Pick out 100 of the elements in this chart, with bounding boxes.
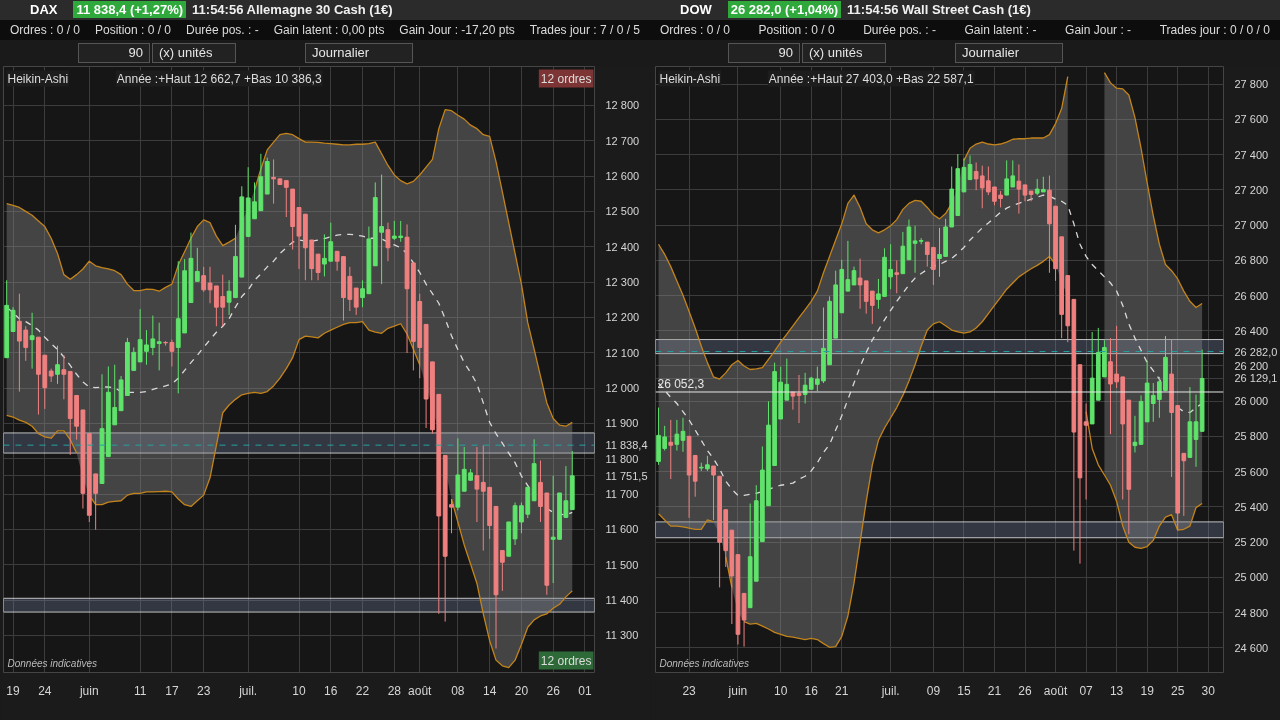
x-tick-label: 21 xyxy=(835,683,849,698)
x-tick-label: juin xyxy=(78,683,99,698)
x-tick-label: juil. xyxy=(238,683,258,698)
y-tick-label: 12 600 xyxy=(605,170,640,183)
text: Gain Jour : -17,20 pts xyxy=(399,22,515,39)
text: Gain latent : - xyxy=(964,22,1037,39)
y-tick-label: 25 600 xyxy=(1234,465,1269,478)
x-tick-label: 08 xyxy=(451,683,465,698)
y-tick-label: 26 600 xyxy=(1234,289,1269,302)
text: Position : 0 / 0 xyxy=(758,22,835,39)
chart-subtitle: 11 838,4 (+1,27%) xyxy=(73,1,187,18)
candlestick xyxy=(271,158,276,205)
candlestick xyxy=(851,266,857,286)
candlestick xyxy=(894,259,900,294)
candlestick xyxy=(1132,415,1138,453)
candlestick xyxy=(967,154,973,181)
candlestick xyxy=(353,287,359,316)
y-tick-label: 11 900 xyxy=(605,417,639,430)
candlestick xyxy=(796,374,802,424)
annotation: 12 ordres xyxy=(540,653,592,668)
x-tick-label: 19 xyxy=(6,683,21,698)
chart-title: DOW xyxy=(680,2,712,17)
text: Durée pos. : - xyxy=(185,22,259,39)
text: Position : 0 / 0 xyxy=(94,22,172,39)
text: Journalier xyxy=(305,43,413,63)
y-tick-label: 25 200 xyxy=(1234,536,1269,549)
candlestick xyxy=(385,222,391,262)
x-tick-label: 11 xyxy=(133,683,147,698)
candlestick xyxy=(1016,163,1022,215)
y-tick-label: 26 800 xyxy=(1234,254,1269,267)
candlestick xyxy=(61,354,67,400)
ref-line-label: 11 838,4 xyxy=(605,439,648,452)
candlestick xyxy=(1083,403,1089,501)
y-tick-label: 12 800 xyxy=(605,99,640,112)
candlestick xyxy=(674,419,680,452)
x-tick-label: 13 xyxy=(1109,683,1124,698)
annotation: Données indicatives xyxy=(659,657,749,669)
y-tick-label: 24 600 xyxy=(1234,641,1269,654)
x-tick-label: 17 xyxy=(165,683,179,698)
x-tick-label: 22 xyxy=(355,683,370,698)
candlestick xyxy=(315,253,321,281)
annotation: Heikin-Ashi xyxy=(659,71,721,86)
candlestick xyxy=(29,312,35,370)
text: Gain latent : 0,00 pts xyxy=(273,22,385,39)
y-tick-label: 26 000 xyxy=(1234,395,1269,408)
y-tick-label: 11 700 xyxy=(605,488,639,501)
y-tick-label: 12 400 xyxy=(605,240,640,253)
y-tick-label: 12 500 xyxy=(605,205,640,218)
y-tick-label: 12 700 xyxy=(605,134,640,147)
x-tick-label: 30 xyxy=(1201,683,1216,698)
x-tick-label: 26 xyxy=(1018,683,1033,698)
y-tick-label: 11 400 xyxy=(605,594,639,607)
x-tick-label: 07 xyxy=(1079,683,1094,698)
text: Trades jour : 7 / 0 / 5 xyxy=(529,22,640,39)
y-tick-label: 26 129,1 xyxy=(1234,372,1278,385)
y-tick-label: 25 400 xyxy=(1234,500,1269,513)
candlestick xyxy=(668,419,674,480)
x-tick-label: juin xyxy=(727,683,748,698)
candlestick xyxy=(156,322,162,371)
text: Journalier xyxy=(955,43,1063,63)
x-tick-label: 16 xyxy=(804,683,819,698)
chart-subtitle: 26 282,0 (+1,04%) xyxy=(727,1,842,18)
text: Trades jour : 0 / 0 / 0 xyxy=(1159,22,1270,39)
x-tick-label: 28 xyxy=(387,683,402,698)
text: Ordres : 0 / 0 xyxy=(10,22,81,39)
y-tick-label: 12 200 xyxy=(605,311,640,324)
x-tick-label: 24 xyxy=(38,683,52,698)
candlestick xyxy=(711,465,716,521)
y-tick-label: 11 600 xyxy=(605,523,639,536)
y-tick-label: 27 000 xyxy=(1234,219,1269,232)
x-tick-label: 23 xyxy=(682,683,697,698)
ref-line-label: 26 052,3 xyxy=(657,377,705,391)
y-tick-label: 27 600 xyxy=(1234,113,1269,126)
y-tick-label: 26 400 xyxy=(1234,324,1269,337)
x-tick-label: 01 xyxy=(578,683,592,698)
text: (x) unités xyxy=(152,43,236,63)
annotation: Année :+Haut 12 662,7 +Bas 10 386,3 xyxy=(116,71,322,86)
annotation: 12 ordres xyxy=(540,71,592,86)
x-tick-label: août xyxy=(1043,683,1068,698)
y-tick-label: 24 800 xyxy=(1234,606,1269,619)
x-tick-label: 21 xyxy=(987,683,1002,698)
x-tick-label: 16 xyxy=(324,683,338,698)
text: Durée pos. : - xyxy=(863,22,936,39)
ref-line-label: 26 282,0 xyxy=(1234,345,1278,358)
y-tick-label: 12 000 xyxy=(605,382,640,395)
x-tick-label: 15 xyxy=(957,683,971,698)
text: 11:54:56 Allemagne 30 Cash (1€) xyxy=(192,2,393,17)
y-tick-label: 11 751,5 xyxy=(605,469,648,482)
text: 11:54:56 Wall Street Cash (1€) xyxy=(847,2,1031,17)
x-tick-label: juil. xyxy=(880,683,900,698)
y-tick-label: 25 800 xyxy=(1234,430,1269,443)
text: (x) unités xyxy=(802,43,886,63)
text: 90 xyxy=(78,43,150,63)
y-tick-label: 12 300 xyxy=(605,276,640,289)
y-tick-label: 11 300 xyxy=(605,629,639,642)
x-tick-label: 19 xyxy=(1140,683,1155,698)
y-tick-label: 26 200 xyxy=(1234,359,1269,372)
annotation: Année :+Haut 27 403,0 +Bas 22 587,1 xyxy=(768,71,974,86)
x-tick-label: 10 xyxy=(774,683,788,698)
y-tick-label: 11 500 xyxy=(605,558,639,571)
